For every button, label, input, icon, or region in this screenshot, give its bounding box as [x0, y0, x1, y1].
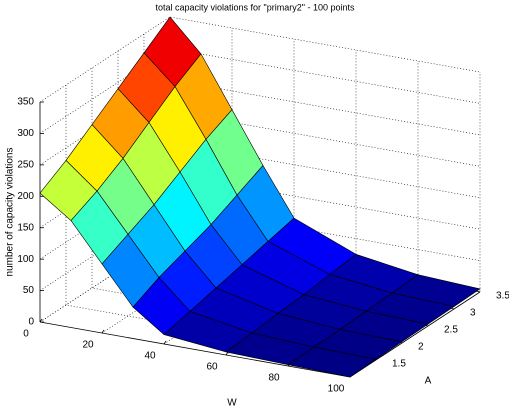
z-tick-label: 0: [28, 317, 34, 328]
x-tick-label: 60: [206, 362, 218, 373]
y-tick-label: 1.5: [392, 359, 406, 370]
x-tick-label: 40: [144, 351, 156, 362]
x-axis-label: W: [227, 398, 237, 408]
x-tick-label: 20: [82, 340, 94, 351]
y-axis: [349, 291, 481, 378]
grid-line: [39, 205, 481, 291]
z-axis-label: number of capacity violations: [5, 148, 16, 277]
z-tick-label: 350: [17, 97, 34, 108]
grid-line: [39, 48, 481, 134]
chart-title: total capacity violations for "primary2"…: [156, 2, 355, 12]
x-axis: [39, 321, 351, 378]
z-tick-label: 50: [23, 285, 35, 296]
x-tick: [39, 318, 43, 323]
x-tick-label: 100: [328, 384, 345, 395]
x-tick-label: 80: [268, 373, 280, 384]
z-tick-label: 250: [17, 159, 34, 170]
z-tick-label: 300: [17, 128, 34, 139]
y-tick-label: 2: [418, 342, 424, 353]
y-tick-label: 3: [470, 308, 476, 319]
x-tick: [163, 340, 167, 345]
x-tick: [101, 329, 105, 334]
surface-patch: [287, 346, 377, 378]
grid-line: [39, 17, 171, 323]
y-tick-label: 2.5: [444, 325, 458, 336]
y-tick-label: 3.5: [496, 291, 509, 302]
z-tick-label: 200: [17, 191, 34, 202]
x-tick-label: 0: [23, 329, 29, 340]
z-tick-label: 100: [17, 254, 34, 265]
z-tick-label: 150: [17, 222, 34, 233]
y-axis-label: A: [425, 376, 432, 387]
grid-line: [39, 16, 481, 103]
